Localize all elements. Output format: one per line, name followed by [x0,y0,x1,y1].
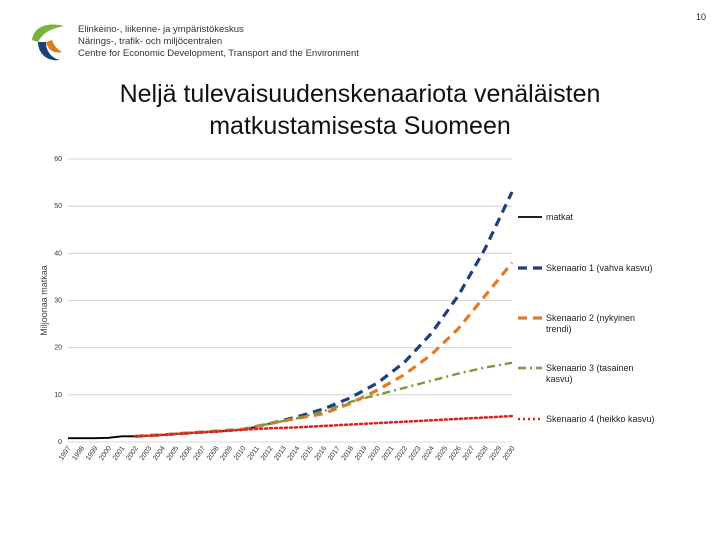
x-tick-label: 2030 [502,445,517,462]
legend-label: Skenaario 4 (heikko kasvu) [546,414,655,424]
logo-leaf-blue [38,42,60,61]
x-tick-label: 1997 [58,445,73,462]
x-tick-label: 2028 [475,445,490,462]
y-tick-label: 60 [54,156,62,163]
x-tick-label: 2015 [300,445,315,462]
x-tick-label: 2021 [381,445,396,462]
slide-title-line-2: matkustamisesta Suomeen [209,112,511,140]
x-tick-label: 2009 [219,445,234,462]
x-tick-label: 2002 [125,445,140,462]
y-tick-label: 0 [58,439,62,446]
logo-leaf-orange [46,40,62,53]
y-tick-label: 20 [54,345,62,352]
x-tick-label: 2000 [98,445,113,462]
org-line-sv: Närings-, trafik- och miljöcentralen [78,36,223,47]
slide-title: Neljä tulevaisuudenskenaariota venäläist… [0,78,720,142]
x-tick-label: 1998 [71,445,86,462]
x-tick-label: 2012 [260,445,275,462]
legend-label: Skenaario 3 (tasainen kasvu) [546,363,634,384]
x-tick-label: 2025 [435,445,450,462]
y-tick-label: 30 [54,298,62,305]
x-tick-label: 2010 [233,445,248,462]
x-tick-label: 2026 [448,445,463,462]
x-tick-label: 2005 [166,445,181,462]
x-tick-label: 2006 [179,445,194,462]
series-line-skenaario-4-heikko-kasvu [134,414,514,438]
legend-label: Skenaario 2 (nykyinen trendi) [546,313,635,334]
series-line-skenaario-3-tasainen-kasvu [135,361,513,438]
x-tick-label: 2008 [206,445,221,462]
x-tick-label: 1999 [85,445,100,462]
y-tick-label: 50 [54,203,62,210]
org-line-fi: Elinkeino-, liikenne- ja ympäristökeskus [78,24,244,35]
x-tick-label: 2024 [421,445,436,462]
y-tick-label: 10 [54,392,62,399]
y-axis-label: Miljoonaa matkaa [39,265,49,336]
legend-label: Skenaario 1 (vahva kasvu) [546,263,653,273]
x-tick-label: 2003 [139,445,154,462]
x-tick-label: 2018 [341,445,356,462]
x-tick-label: 2029 [489,445,504,462]
logo-leaf-green [32,24,64,42]
page-number: 10 [695,12,706,22]
y-tick-label: 40 [54,250,62,257]
ely-logo [32,24,64,61]
x-tick-label: 2027 [462,445,477,462]
x-tick-label: 2017 [327,445,342,462]
slide-title-line-1: Neljä tulevaisuudenskenaariota venäläist… [119,80,601,108]
org-line-en: Centre for Economic Development, Transpo… [78,48,359,59]
x-tick-label: 2013 [273,445,288,462]
x-tick-label: 2020 [367,445,382,462]
x-tick-label: 2001 [112,445,127,462]
x-tick-label: 2004 [152,445,167,462]
x-tick-label: 2016 [314,445,329,462]
x-tick-label: 2007 [193,445,208,462]
organization-name: Elinkeino-, liikenne- ja ympäristökeskus… [78,24,359,60]
x-tick-label: 2023 [408,445,423,462]
x-tick-label: 2014 [287,445,302,462]
series-line-skenaario-2-nykyinen-trendi [135,261,514,438]
x-tick-label: 2022 [394,445,409,462]
x-tick-label: 2011 [247,445,261,461]
x-tick-label: 2019 [354,445,369,462]
series-line-skenaario-1-vahva-kasvu [135,191,514,438]
legend-label: matkat [546,212,574,222]
